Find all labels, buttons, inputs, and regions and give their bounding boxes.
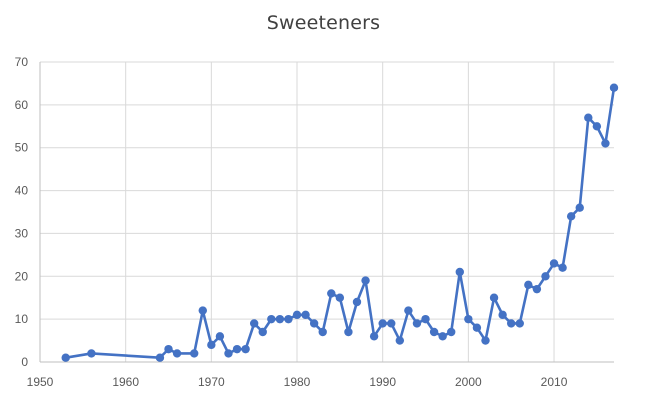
data-point (87, 349, 96, 358)
y-tick-label: 30 (15, 226, 29, 240)
data-point (481, 336, 490, 345)
y-tick-label: 40 (15, 184, 29, 198)
data-point (498, 310, 507, 320)
data-point (361, 276, 370, 285)
data-point (609, 83, 619, 92)
y-tick-label: 60 (15, 98, 29, 112)
data-point (335, 293, 345, 302)
data-point (592, 122, 602, 131)
data-point (506, 319, 516, 328)
data-point (387, 319, 396, 328)
data-point (464, 314, 473, 324)
data-point (301, 310, 310, 320)
data-point (190, 349, 199, 358)
chart-title: Sweeteners (266, 12, 381, 34)
x-tick-label: 2010 (541, 375, 568, 389)
y-tick-label: 10 (15, 312, 29, 326)
data-point (292, 310, 302, 320)
x-tick-label: 1950 (27, 375, 54, 389)
data-point (207, 340, 216, 350)
data-point (532, 284, 542, 294)
x-tick-label: 1980 (284, 375, 311, 389)
data-point (258, 327, 267, 337)
data-point (515, 319, 524, 328)
x-tick-label: 1970 (198, 375, 225, 389)
y-tick-label: 50 (15, 141, 29, 155)
data-point (241, 344, 250, 354)
data-point (429, 327, 439, 337)
data-point (584, 113, 593, 122)
data-point (267, 314, 276, 324)
data-point (155, 353, 165, 362)
data-point (541, 272, 550, 281)
data-point (524, 280, 533, 290)
data-point (549, 259, 559, 268)
data-point (232, 344, 242, 354)
x-tick-label: 2000 (455, 375, 482, 389)
data-point (447, 327, 456, 337)
x-tick-label: 1990 (369, 375, 396, 389)
data-point (412, 319, 422, 328)
data-point (421, 314, 430, 324)
data-point (455, 267, 464, 277)
y-tick-label: 20 (15, 269, 29, 283)
data-point (309, 319, 319, 328)
data-point (395, 336, 405, 345)
data-point (249, 319, 259, 328)
data-point (284, 314, 293, 324)
y-tick-label: 0 (21, 355, 28, 369)
data-point (198, 306, 207, 315)
data-point (472, 323, 482, 332)
data-point (369, 332, 379, 341)
data-point (601, 139, 610, 148)
data-point (275, 314, 285, 324)
data-point (438, 332, 447, 341)
data-point (215, 332, 225, 341)
data-point (164, 344, 173, 354)
data-point (172, 349, 182, 358)
data-point (404, 306, 413, 315)
data-point (575, 203, 584, 212)
data-point (224, 349, 233, 358)
data-point (378, 319, 387, 328)
x-tick-label: 1960 (112, 375, 139, 389)
data-point (344, 327, 353, 337)
data-point (318, 327, 327, 337)
data-point (489, 293, 499, 302)
data-point (327, 289, 336, 298)
data-point (352, 297, 362, 307)
data-point (558, 263, 567, 272)
data-point (566, 212, 576, 221)
y-tick-label: 70 (15, 55, 29, 69)
data-point (61, 353, 70, 362)
series-line (64, 86, 616, 360)
